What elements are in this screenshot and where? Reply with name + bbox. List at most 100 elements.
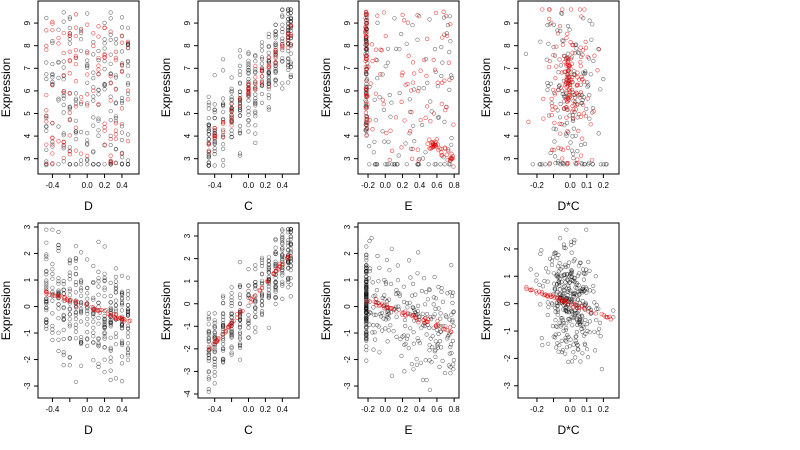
data-point xyxy=(561,285,566,290)
data-point xyxy=(364,321,369,327)
data-point xyxy=(380,72,385,77)
data-point xyxy=(237,332,243,337)
data-point xyxy=(366,276,371,281)
data-point xyxy=(266,266,271,271)
fitted-point xyxy=(566,78,571,83)
y-tick-label: 5 xyxy=(503,111,512,116)
plot-frame xyxy=(517,0,620,175)
data-point xyxy=(552,139,557,144)
data-point xyxy=(108,32,113,37)
data-point xyxy=(433,339,438,344)
data-point xyxy=(564,133,569,138)
data-point xyxy=(108,321,113,326)
data-point xyxy=(125,296,131,301)
fitted-point xyxy=(583,39,588,45)
data-point xyxy=(395,263,400,268)
data-point xyxy=(73,256,78,261)
x-tick-label: 0.4 xyxy=(277,405,289,414)
y-tick-label: 8 xyxy=(183,43,192,48)
data-point xyxy=(85,138,90,143)
x-tick-label: 0.4 xyxy=(116,405,128,414)
data-point xyxy=(273,70,278,75)
data-point xyxy=(85,316,90,322)
data-point xyxy=(280,273,285,278)
fitted-point xyxy=(363,34,368,39)
data-point xyxy=(375,253,380,259)
data-point xyxy=(67,363,72,368)
data-point xyxy=(91,297,96,302)
fitted-point xyxy=(381,10,387,15)
fitted-point xyxy=(364,31,369,37)
fitted-point xyxy=(566,68,571,74)
data-point xyxy=(212,325,217,330)
fitted-point xyxy=(365,116,370,122)
fitted-point xyxy=(364,13,369,18)
data-point xyxy=(206,339,211,344)
x-tick-label: 0.6 xyxy=(431,181,443,190)
data-point xyxy=(538,251,543,256)
data-point xyxy=(73,282,78,288)
fitted-point xyxy=(44,161,49,166)
data-point xyxy=(108,377,113,383)
data-point xyxy=(206,124,211,129)
data-point xyxy=(73,305,78,310)
data-point xyxy=(237,72,243,77)
y-tick-label: 9 xyxy=(343,20,352,25)
fitted-point xyxy=(73,104,79,109)
fitted-point xyxy=(599,311,604,317)
data-point xyxy=(108,293,113,299)
data-point xyxy=(85,101,90,106)
data-point xyxy=(440,60,445,65)
y-tick-label: -1 xyxy=(183,322,192,330)
data-point xyxy=(557,283,562,288)
fitted-point xyxy=(373,47,379,52)
fitted-point xyxy=(430,141,436,146)
data-point xyxy=(561,273,566,278)
data-point xyxy=(237,292,243,297)
data-point xyxy=(246,123,251,128)
data-point xyxy=(581,70,586,75)
data-point xyxy=(119,308,125,313)
data-point xyxy=(398,337,403,342)
fitted-point xyxy=(578,59,583,65)
data-point xyxy=(364,289,369,294)
data-point xyxy=(119,341,125,346)
data-point xyxy=(583,331,588,337)
fitted-point xyxy=(539,291,544,296)
data-point xyxy=(547,256,553,261)
data-point xyxy=(67,41,72,46)
data-point xyxy=(280,7,285,13)
fitted-point xyxy=(424,73,429,79)
data-point xyxy=(388,323,393,328)
fitted-point xyxy=(78,95,84,100)
data-point xyxy=(56,316,61,321)
fitted-point xyxy=(67,71,72,76)
data-point xyxy=(564,120,570,125)
fitted-point xyxy=(409,88,414,93)
data-point xyxy=(561,242,567,247)
data-point xyxy=(555,28,560,33)
data-point xyxy=(397,47,402,52)
fitted-point xyxy=(61,30,66,36)
fitted-point xyxy=(208,347,213,352)
data-point xyxy=(44,300,49,305)
fitted-point xyxy=(393,115,399,120)
data-point xyxy=(396,307,402,312)
data-point xyxy=(446,147,451,152)
data-point xyxy=(229,98,234,103)
y-axis-title: Expression xyxy=(159,58,173,117)
data-point xyxy=(212,73,217,78)
fitted-point xyxy=(546,7,552,12)
data-point xyxy=(259,260,265,266)
data-point xyxy=(566,334,571,340)
data-point xyxy=(73,266,78,271)
fitted-point xyxy=(582,79,587,84)
data-point xyxy=(386,139,391,144)
data-point xyxy=(61,93,66,98)
fitted-point xyxy=(401,18,407,23)
fitted-point xyxy=(102,121,107,126)
data-point xyxy=(572,275,577,280)
data-point xyxy=(266,69,271,74)
data-point xyxy=(377,265,382,270)
